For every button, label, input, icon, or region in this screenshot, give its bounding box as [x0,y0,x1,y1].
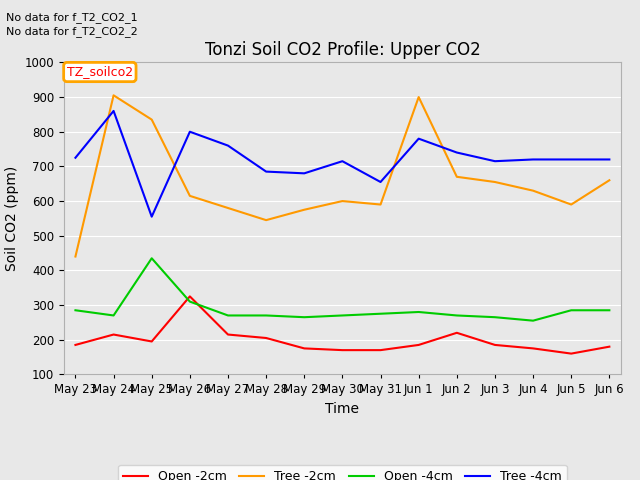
Open -4cm [491,314,499,320]
Open -2cm [224,332,232,337]
Open -4cm [72,307,79,313]
Legend: Open -2cm, Tree -2cm, Open -4cm, Tree -4cm: Open -2cm, Tree -2cm, Open -4cm, Tree -4… [118,465,567,480]
Tree -2cm [224,205,232,211]
Tree -2cm [262,217,270,223]
Line: Tree -2cm: Tree -2cm [76,96,609,256]
Open -2cm [377,347,385,353]
Tree -4cm [529,156,537,162]
Tree -2cm [453,174,461,180]
Tree -2cm [339,198,346,204]
Open -2cm [568,351,575,357]
Open -4cm [186,299,194,304]
Tree -4cm [300,170,308,176]
Tree -4cm [109,108,117,114]
Open -4cm [339,312,346,318]
Open -2cm [415,342,422,348]
Open -2cm [186,293,194,300]
Line: Tree -4cm: Tree -4cm [76,111,609,216]
Tree -2cm [186,193,194,199]
Open -4cm [300,314,308,320]
Tree -4cm [224,143,232,148]
Open -2cm [148,338,156,344]
Y-axis label: Soil CO2 (ppm): Soil CO2 (ppm) [5,166,19,271]
Tree -2cm [377,202,385,207]
Tree -4cm [605,156,613,162]
Open -4cm [568,307,575,313]
Tree -2cm [148,117,156,122]
Open -2cm [605,344,613,349]
Open -4cm [224,312,232,318]
Open -4cm [109,312,117,318]
Tree -4cm [148,214,156,219]
Open -2cm [262,335,270,341]
Tree -4cm [568,156,575,162]
Tree -4cm [72,155,79,161]
X-axis label: Time: Time [325,402,360,416]
Tree -2cm [605,178,613,183]
Tree -4cm [415,136,422,142]
Tree -4cm [339,158,346,164]
Tree -2cm [300,207,308,213]
Open -4cm [605,307,613,313]
Tree -4cm [453,150,461,156]
Tree -2cm [568,202,575,207]
Open -2cm [491,342,499,348]
Text: TZ_soilco2: TZ_soilco2 [67,65,133,79]
Open -4cm [377,311,385,317]
Open -4cm [262,312,270,318]
Open -4cm [148,255,156,261]
Tree -4cm [186,129,194,134]
Tree -4cm [491,158,499,164]
Open -2cm [72,342,79,348]
Line: Open -2cm: Open -2cm [76,296,609,354]
Open -2cm [339,347,346,353]
Open -2cm [300,346,308,351]
Line: Open -4cm: Open -4cm [76,258,609,321]
Tree -2cm [109,93,117,98]
Open -4cm [453,312,461,318]
Tree -4cm [377,179,385,185]
Tree -4cm [262,169,270,175]
Tree -2cm [72,253,79,259]
Open -2cm [453,330,461,336]
Open -2cm [529,346,537,351]
Title: Tonzi Soil CO2 Profile: Upper CO2: Tonzi Soil CO2 Profile: Upper CO2 [205,41,480,60]
Open -4cm [529,318,537,324]
Open -4cm [415,309,422,315]
Tree -2cm [529,188,537,193]
Tree -2cm [491,179,499,185]
Text: No data for f_T2_CO2_2: No data for f_T2_CO2_2 [6,26,138,37]
Tree -2cm [415,94,422,100]
Text: No data for f_T2_CO2_1: No data for f_T2_CO2_1 [6,12,138,23]
Open -2cm [109,332,117,337]
